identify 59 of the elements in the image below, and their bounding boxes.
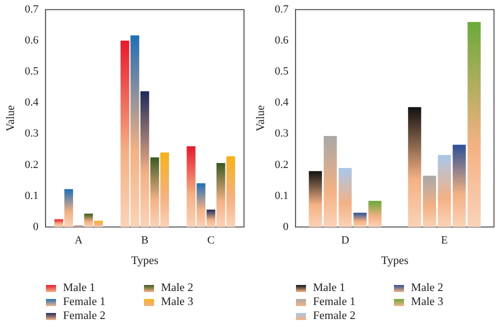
y-tick-label: 0.4: [24, 96, 40, 109]
bar: [206, 210, 216, 227]
bar: [140, 91, 150, 227]
bar: [338, 168, 352, 227]
bar: [422, 176, 436, 227]
x-axis-title: Types: [131, 255, 159, 268]
legend-label: Male 3: [161, 296, 194, 308]
bar: [54, 219, 64, 227]
y-tick-label: 0.2: [274, 158, 289, 171]
bar: [64, 189, 74, 227]
bar: [324, 136, 337, 227]
y-tick-label: 0.7: [274, 3, 290, 16]
bar: [354, 212, 367, 227]
bar: [216, 163, 226, 227]
bar: [438, 154, 451, 227]
legend-label: Male 2: [411, 282, 444, 294]
legend-label: Female 2: [63, 310, 106, 322]
legend-label: Female 1: [63, 296, 106, 308]
bar: [308, 171, 322, 227]
bar: [160, 152, 169, 227]
legend-label: Male 3: [411, 296, 444, 308]
x-tick-label: B: [141, 234, 148, 246]
x-tick-label: E: [441, 234, 448, 246]
x-tick-label: C: [207, 234, 215, 246]
legend-label: Male 1: [63, 282, 96, 294]
y-tick-label: 0.1: [24, 190, 39, 202]
bar: [130, 35, 140, 227]
x-tick-label: A: [74, 234, 83, 246]
legend-label: Female 2: [313, 310, 356, 322]
y-tick-label: 0: [33, 220, 40, 233]
y-tick-label: 0.2: [24, 158, 39, 171]
bar: [468, 22, 481, 227]
bar: [408, 107, 422, 227]
bar: [226, 156, 236, 227]
y-tick-label: 0: [283, 220, 290, 233]
legend-label: Male 1: [313, 282, 346, 294]
legend-label: Male 2: [161, 282, 194, 294]
bar: [84, 214, 93, 227]
bar: [196, 183, 206, 227]
x-tick-label: D: [341, 234, 350, 246]
y-tick-label: 0.3: [24, 128, 40, 140]
y-axis-title: Value: [4, 105, 17, 132]
y-tick-label: 0.3: [274, 128, 290, 140]
legend-label: Female 1: [313, 296, 356, 308]
y-tick-label: 0.7: [24, 3, 40, 16]
y-axis-title: Value: [254, 105, 267, 132]
y-tick-label: 0.1: [274, 190, 289, 202]
y-tick-label: 0.4: [274, 96, 290, 109]
y-tick-label: 0.5: [24, 66, 40, 78]
bar: [150, 157, 160, 227]
y-tick-label: 0.6: [274, 34, 290, 47]
x-axis-title: Types: [381, 255, 409, 268]
y-tick-label: 0.5: [274, 66, 290, 78]
bar: [452, 144, 466, 227]
y-tick-label: 0.6: [24, 34, 40, 47]
bar: [186, 146, 196, 227]
bar: [120, 40, 130, 227]
bar: [94, 220, 103, 227]
bar: [368, 200, 382, 227]
